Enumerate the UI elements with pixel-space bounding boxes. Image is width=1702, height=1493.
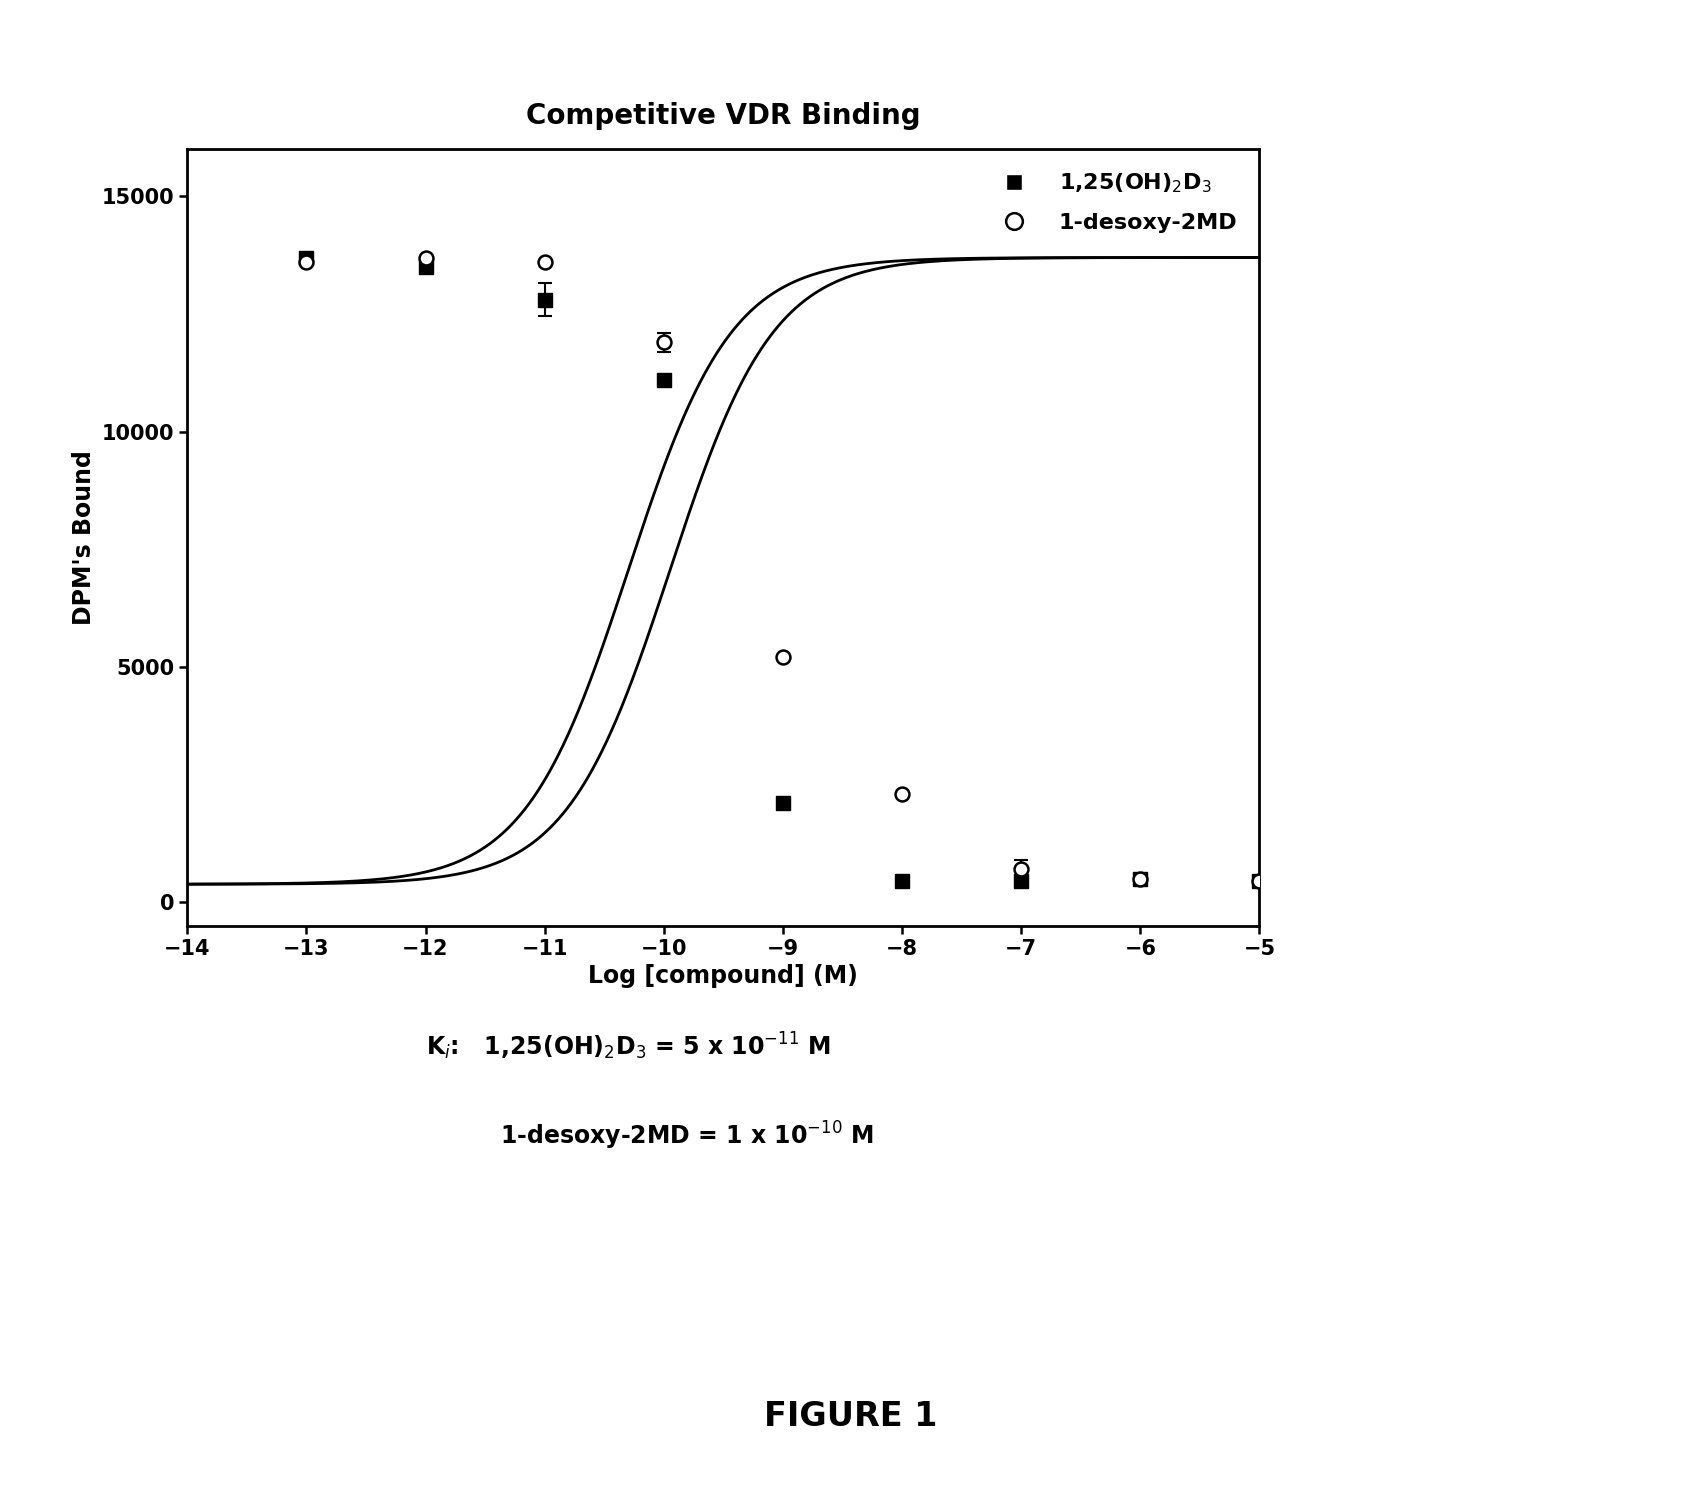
Point <box>1008 869 1035 893</box>
Y-axis label: DPM's Bound: DPM's Bound <box>71 449 95 626</box>
X-axis label: Log [compound] (M): Log [compound] (M) <box>589 964 858 988</box>
Title: Competitive VDR Binding: Competitive VDR Binding <box>526 103 921 130</box>
Point <box>769 645 797 669</box>
Point <box>293 245 320 269</box>
Point <box>1246 869 1273 893</box>
Point <box>531 288 558 312</box>
Point <box>531 251 558 275</box>
Point <box>1008 857 1035 881</box>
Point <box>888 782 916 806</box>
Text: K$_i$:   1,25(OH)$_2$D$_3$ = 5 x 10$^{-11}$ M: K$_i$: 1,25(OH)$_2$D$_3$ = 5 x 10$^{-11}… <box>426 1030 831 1062</box>
Point <box>412 255 439 279</box>
Text: 1-desoxy-2MD = 1 x 10$^{-10}$ M: 1-desoxy-2MD = 1 x 10$^{-10}$ M <box>426 1120 873 1153</box>
Point <box>1246 869 1273 893</box>
Point <box>650 367 677 391</box>
Text: FIGURE 1: FIGURE 1 <box>764 1400 938 1433</box>
Point <box>769 791 797 815</box>
Legend: 1,25(OH)$_2$D$_3$, 1-desoxy-2MD: 1,25(OH)$_2$D$_3$, 1-desoxy-2MD <box>980 160 1248 243</box>
Point <box>650 330 677 354</box>
Point <box>888 869 916 893</box>
Point <box>1127 866 1154 890</box>
Point <box>1127 866 1154 890</box>
Point <box>412 245 439 269</box>
Point <box>293 251 320 275</box>
